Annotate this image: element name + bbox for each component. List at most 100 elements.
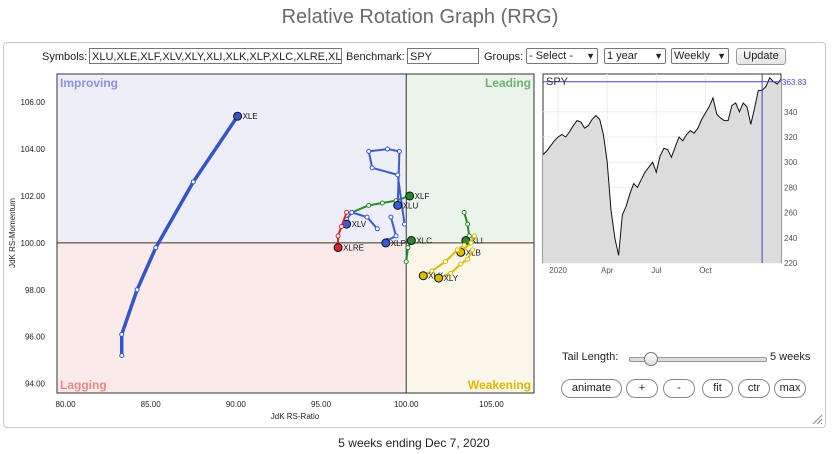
groups-label: Groups:: [484, 51, 524, 63]
tail-length-label: Tail Length:: [562, 351, 619, 363]
x-tick-label: 80.00: [56, 400, 77, 409]
groups-select[interactable]: - Select - ▼: [526, 48, 598, 64]
tail-point: [461, 242, 467, 248]
quadrant-leading: [406, 74, 534, 241]
spy-last-value: 363.83: [782, 78, 807, 87]
symbols-label: Symbols:: [42, 51, 88, 63]
series-tail-xle: [119, 115, 240, 356]
page-title: Relative Rotation Graph (RRG): [281, 6, 559, 28]
tail-point: [374, 226, 380, 232]
rrg-panel: Symbols: XLU,XLE,XLF,XLV,XLY,XLI,XLK,XLP…: [3, 42, 826, 428]
period-select-value: 1 year: [607, 50, 638, 62]
series-head-xle[interactable]: [233, 111, 243, 121]
spy-y-axis: 340 320 300 280 260 240 220: [784, 108, 798, 268]
update-button[interactable]: Update: [736, 48, 786, 65]
frequency-select[interactable]: Weekly ▼: [671, 48, 729, 64]
tail-point: [465, 221, 471, 227]
series-label-xlf: XLF: [415, 192, 430, 201]
quadrant-lagging: [57, 241, 406, 393]
zoom-out-button[interactable]: -: [663, 379, 695, 398]
series-head-xlu[interactable]: [393, 200, 403, 210]
spy-y-tick-label: 340: [784, 108, 798, 117]
series-head-xlk[interactable]: [418, 271, 428, 281]
resize-grip-icon[interactable]: [811, 413, 823, 425]
series-xlre[interactable]: XLRE: [333, 209, 364, 253]
tail-point: [458, 261, 464, 267]
tail-point: [119, 352, 125, 358]
tail-length-slider[interactable]: [629, 352, 767, 366]
series-head-xly[interactable]: [434, 273, 444, 283]
x-tick-label: 95.00: [311, 400, 332, 409]
max-button[interactable]: max: [774, 379, 806, 398]
tail-point: [405, 245, 411, 251]
series-label-xlb: XLB: [466, 248, 481, 257]
rrg-series[interactable]: XLEXLFXLUXLVXLREXLPXLCXLIXLBXLKXLY: [119, 111, 483, 358]
tail-point: [395, 172, 401, 178]
series-head-xlre[interactable]: [333, 243, 343, 253]
tail-point: [393, 233, 399, 239]
chevron-down-icon: ▼: [586, 51, 595, 61]
series-xlc[interactable]: XLC: [403, 236, 432, 265]
series-xle[interactable]: XLE: [119, 111, 258, 358]
spy-x-axis: 2020 Apr Jul Oct: [549, 266, 712, 275]
quadrant-label-leading: Leading: [485, 76, 531, 90]
fit-button[interactable]: fit: [702, 379, 733, 398]
spy-x-tick-label: Oct: [699, 266, 712, 275]
tail-point: [335, 233, 341, 239]
tail-point: [442, 259, 448, 265]
series-label-xlc: XLC: [416, 237, 432, 246]
spy-y-tick-label: 300: [784, 158, 798, 167]
series-label-xly: XLY: [444, 274, 459, 283]
y-tick-label: 98.00: [25, 286, 46, 295]
y-axis-label: JdK RS-Momentum: [8, 198, 17, 268]
footer-caption: 5 weeks ending Dec 7, 2020: [338, 436, 490, 450]
quadrant-label-weakening: Weakening: [468, 378, 531, 392]
spy-chart[interactable]: SPY 363.83 340 320 300 280 260 240 220 2020 Apr…: [4, 43, 825, 283]
tail-point: [379, 200, 385, 206]
x-tick-label: 90.00: [226, 400, 247, 409]
animate-button[interactable]: animate: [561, 379, 622, 398]
tail-point: [470, 247, 476, 253]
center-button[interactable]: ctr: [738, 379, 770, 398]
tail-point: [364, 214, 370, 220]
y-tick-label: 102.00: [21, 192, 46, 201]
tail-point: [366, 148, 372, 154]
series-label-xlv: XLV: [352, 220, 367, 229]
series-label-xli: XLI: [471, 237, 483, 246]
spy-y-tick-label: 220: [784, 259, 798, 268]
symbols-input[interactable]: XLU,XLE,XLF,XLV,XLY,XLI,XLK,XLP,XLC,XLRE…: [89, 48, 342, 64]
y-tick-label: 100.00: [21, 239, 46, 248]
tail-point: [402, 221, 408, 227]
rrg-plot-border: [56, 73, 535, 394]
series-head-xlc[interactable]: [406, 236, 416, 246]
spy-y-tick-label: 320: [784, 133, 798, 142]
x-tick-label: 105.00: [479, 400, 504, 409]
tail-point: [396, 148, 402, 154]
spy-y-tick-label: 240: [784, 234, 798, 243]
series-xlp[interactable]: XLP: [381, 214, 406, 248]
rrg-chart[interactable]: Improving Leading Lagging Weakening 106.…: [4, 43, 544, 423]
series-xly[interactable]: XLY: [434, 247, 476, 283]
tail-point: [190, 179, 196, 185]
spy-x-tick-label: Apr: [601, 266, 614, 275]
zoom-in-button[interactable]: +: [626, 379, 658, 398]
series-xlu[interactable]: XLU: [366, 146, 419, 227]
tail-point: [366, 202, 372, 208]
rrg-y-axis: 106.00 104.00 102.00 100.00 98.00 96.00 94.00: [21, 98, 46, 388]
groups-select-value: - Select -: [529, 50, 574, 62]
quadrant-label-improving: Improving: [60, 76, 118, 90]
series-head-xlp[interactable]: [381, 238, 391, 248]
tail-point: [388, 214, 394, 220]
series-xli[interactable]: XLI: [461, 209, 483, 246]
tail-point: [468, 240, 474, 246]
series-head-xlf[interactable]: [405, 191, 415, 201]
tail-length-handle[interactable]: [644, 352, 658, 366]
series-label-xle: XLE: [243, 112, 258, 121]
rrg-grid: [57, 74, 534, 393]
tail-point: [429, 268, 435, 274]
benchmark-input[interactable]: SPY: [407, 48, 479, 64]
period-select[interactable]: 1 year ▼: [604, 48, 666, 64]
y-tick-label: 96.00: [25, 333, 46, 342]
y-tick-label: 94.00: [25, 380, 46, 389]
quadrant-label-lagging: Lagging: [60, 378, 107, 392]
